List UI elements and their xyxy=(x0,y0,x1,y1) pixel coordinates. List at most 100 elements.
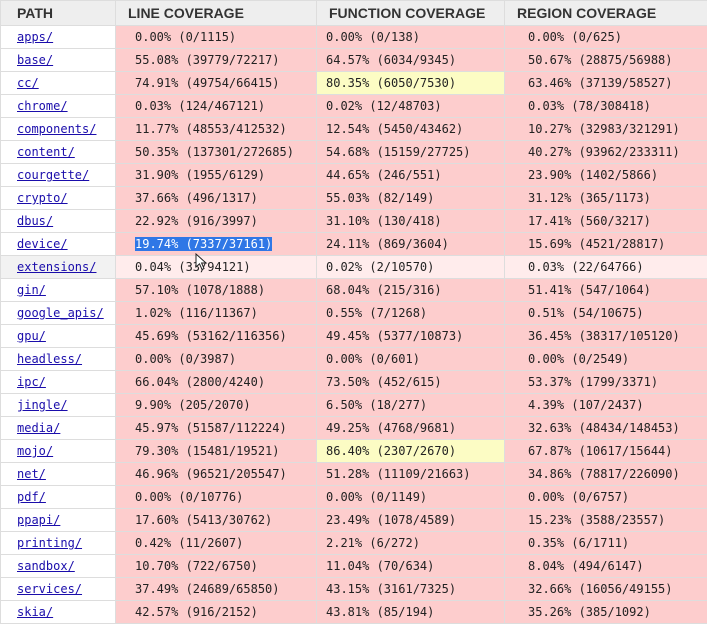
function-coverage-cell: 0.55% (7/1268) xyxy=(317,302,505,325)
directory-link[interactable]: ipc/ xyxy=(17,375,46,389)
region-coverage-cell: 0.00% (0/625) xyxy=(505,26,707,49)
line-coverage-cell: 19.74% (7337/37161) xyxy=(116,233,317,256)
table-row: google_apis/1.02% (116/11367) 0.55% (7/12… xyxy=(1,302,707,325)
coverage-value: 0.55% (7/1268) xyxy=(326,306,427,320)
coverage-value: 66.04% (2800/4240) xyxy=(135,375,265,389)
path-cell: content/ xyxy=(1,141,116,164)
directory-link[interactable]: chrome/ xyxy=(17,99,68,113)
path-cell: ppapi/ xyxy=(1,509,116,532)
path-cell: ipc/ xyxy=(1,371,116,394)
region-coverage-cell: 0.00% (0/6757) xyxy=(505,486,707,509)
function-coverage-cell: 0.00% (0/138) xyxy=(317,26,505,49)
coverage-value: 0.00% (0/10776) xyxy=(135,490,243,504)
region-coverage-cell: 50.67% (28875/56988) xyxy=(505,49,707,72)
region-coverage-cell: 10.27% (32983/321291) xyxy=(505,118,707,141)
directory-link[interactable]: jingle/ xyxy=(17,398,68,412)
coverage-value: 37.49% (24689/65850) xyxy=(135,582,280,596)
function-coverage-cell: 43.81% (85/194) xyxy=(317,601,505,624)
path-cell: device/ xyxy=(1,233,116,256)
directory-link[interactable]: sandbox/ xyxy=(17,559,75,573)
coverage-value: 10.27% (32983/321291) xyxy=(528,122,680,136)
line-coverage-cell: 0.42% (11/2607) xyxy=(116,532,317,555)
coverage-value: 12.54% (5450/43462) xyxy=(326,122,463,136)
table-row: cc/74.91% (49754/66415)80.35% (6050/7530… xyxy=(1,72,707,95)
directory-link[interactable]: device/ xyxy=(17,237,68,251)
directory-link[interactable]: gpu/ xyxy=(17,329,46,343)
coverage-value: 4.39% (107/2437) xyxy=(528,398,644,412)
directory-link[interactable]: net/ xyxy=(17,467,46,481)
function-coverage-cell: 0.02% (12/48703) xyxy=(317,95,505,118)
coverage-value: 0.03% (22/64766) xyxy=(528,260,644,274)
path-cell: dbus/ xyxy=(1,210,116,233)
line-coverage-cell: 11.77% (48553/412532) xyxy=(116,118,317,141)
table-row: skia/42.57% (916/2152)43.81% (85/194)35.… xyxy=(1,601,707,624)
table-row: pdf/0.00% (0/10776) 0.00% (0/1149) 0.00% (… xyxy=(1,486,707,509)
coverage-value: 15.23% (3588/23557) xyxy=(528,513,665,527)
coverage-value: 68.04% (215/316) xyxy=(326,283,442,297)
function-coverage-cell: 6.50% (18/277) xyxy=(317,394,505,417)
coverage-value: 0.00% (0/6757) xyxy=(528,490,629,504)
path-cell: headless/ xyxy=(1,348,116,371)
directory-link[interactable]: skia/ xyxy=(17,605,53,619)
coverage-value: 40.27% (93962/233311) xyxy=(528,145,680,159)
coverage-value: 9.90% (205/2070) xyxy=(135,398,251,412)
line-coverage-cell: 66.04% (2800/4240) xyxy=(116,371,317,394)
function-coverage-cell: 0.00% (0/1149) xyxy=(317,486,505,509)
path-cell: printing/ xyxy=(1,532,116,555)
directory-link[interactable]: google_apis/ xyxy=(17,306,104,320)
directory-link[interactable]: base/ xyxy=(17,53,53,67)
directory-link[interactable]: content/ xyxy=(17,145,75,159)
path-cell: apps/ xyxy=(1,26,116,49)
coverage-value: 54.68% (15159/27725) xyxy=(326,145,471,159)
directory-link[interactable]: mojo/ xyxy=(17,444,53,458)
directory-link[interactable]: pdf/ xyxy=(17,490,46,504)
coverage-value: 0.00% (0/2549) xyxy=(528,352,629,366)
directory-link[interactable]: services/ xyxy=(17,582,82,596)
directory-link[interactable]: crypto/ xyxy=(17,191,68,205)
coverage-value: 2.21% (6/272) xyxy=(326,536,420,550)
directory-link[interactable]: printing/ xyxy=(17,536,82,550)
line-coverage-cell: 57.10% (1078/1888) xyxy=(116,279,317,302)
directory-link[interactable]: cc/ xyxy=(17,76,39,90)
region-coverage-cell: 23.90% (1402/5866) xyxy=(505,164,707,187)
coverage-value: 64.57% (6034/9345) xyxy=(326,53,456,67)
function-coverage-cell: 44.65% (246/551) xyxy=(317,164,505,187)
line-coverage-cell: 46.96% (96521/205547) xyxy=(116,463,317,486)
directory-link[interactable]: apps/ xyxy=(17,30,53,44)
table-row: base/55.08% (39779/72217) 64.57% (6034/93… xyxy=(1,49,707,72)
path-cell: gin/ xyxy=(1,279,116,302)
coverage-value: 24.11% (869/3604) xyxy=(326,237,449,251)
coverage-value: 31.10% (130/418) xyxy=(326,214,442,228)
header-region-coverage: REGION COVERAGE xyxy=(505,1,707,26)
directory-link[interactable]: media/ xyxy=(17,421,60,435)
line-coverage-cell: 55.08% (39779/72217) xyxy=(116,49,317,72)
directory-link[interactable]: extensions/ xyxy=(17,260,96,274)
directory-link[interactable]: gin/ xyxy=(17,283,46,297)
line-coverage-cell: 1.02% (116/11367) xyxy=(116,302,317,325)
coverage-value: 1.02% (116/11367) xyxy=(135,306,258,320)
region-coverage-cell: 32.63% (48434/148453) xyxy=(505,417,707,440)
region-coverage-cell: 0.03% (22/64766) xyxy=(505,256,707,279)
function-coverage-cell: 23.49% (1078/4589) xyxy=(317,509,505,532)
directory-link[interactable]: courgette/ xyxy=(17,168,89,182)
coverage-value: 50.35% (137301/272685) xyxy=(135,145,294,159)
path-cell: net/ xyxy=(1,463,116,486)
header-path: PATH xyxy=(1,1,116,26)
directory-link[interactable]: headless/ xyxy=(17,352,82,366)
coverage-value: 31.90% (1955/6129) xyxy=(135,168,265,182)
path-cell: services/ xyxy=(1,578,116,601)
coverage-value: 35.26% (385/1092) xyxy=(528,605,651,619)
coverage-value: 49.45% (5377/10873) xyxy=(326,329,463,343)
coverage-value: 36.45% (38317/105120) xyxy=(528,329,680,343)
coverage-value: 0.02% (12/48703) xyxy=(326,99,442,113)
directory-link[interactable]: components/ xyxy=(17,122,96,136)
line-coverage-cell: 79.30% (15481/19521) xyxy=(116,440,317,463)
coverage-value: 80.35% (6050/7530) xyxy=(326,76,456,90)
directory-link[interactable]: ppapi/ xyxy=(17,513,60,527)
function-coverage-cell: 31.10% (130/418) xyxy=(317,210,505,233)
coverage-value: 17.60% (5413/30762) xyxy=(135,513,272,527)
coverage-value: 53.37% (1799/3371) xyxy=(528,375,658,389)
coverage-value: 51.41% (547/1064) xyxy=(528,283,651,297)
region-coverage-cell: 0.03% (78/308418) xyxy=(505,95,707,118)
directory-link[interactable]: dbus/ xyxy=(17,214,53,228)
